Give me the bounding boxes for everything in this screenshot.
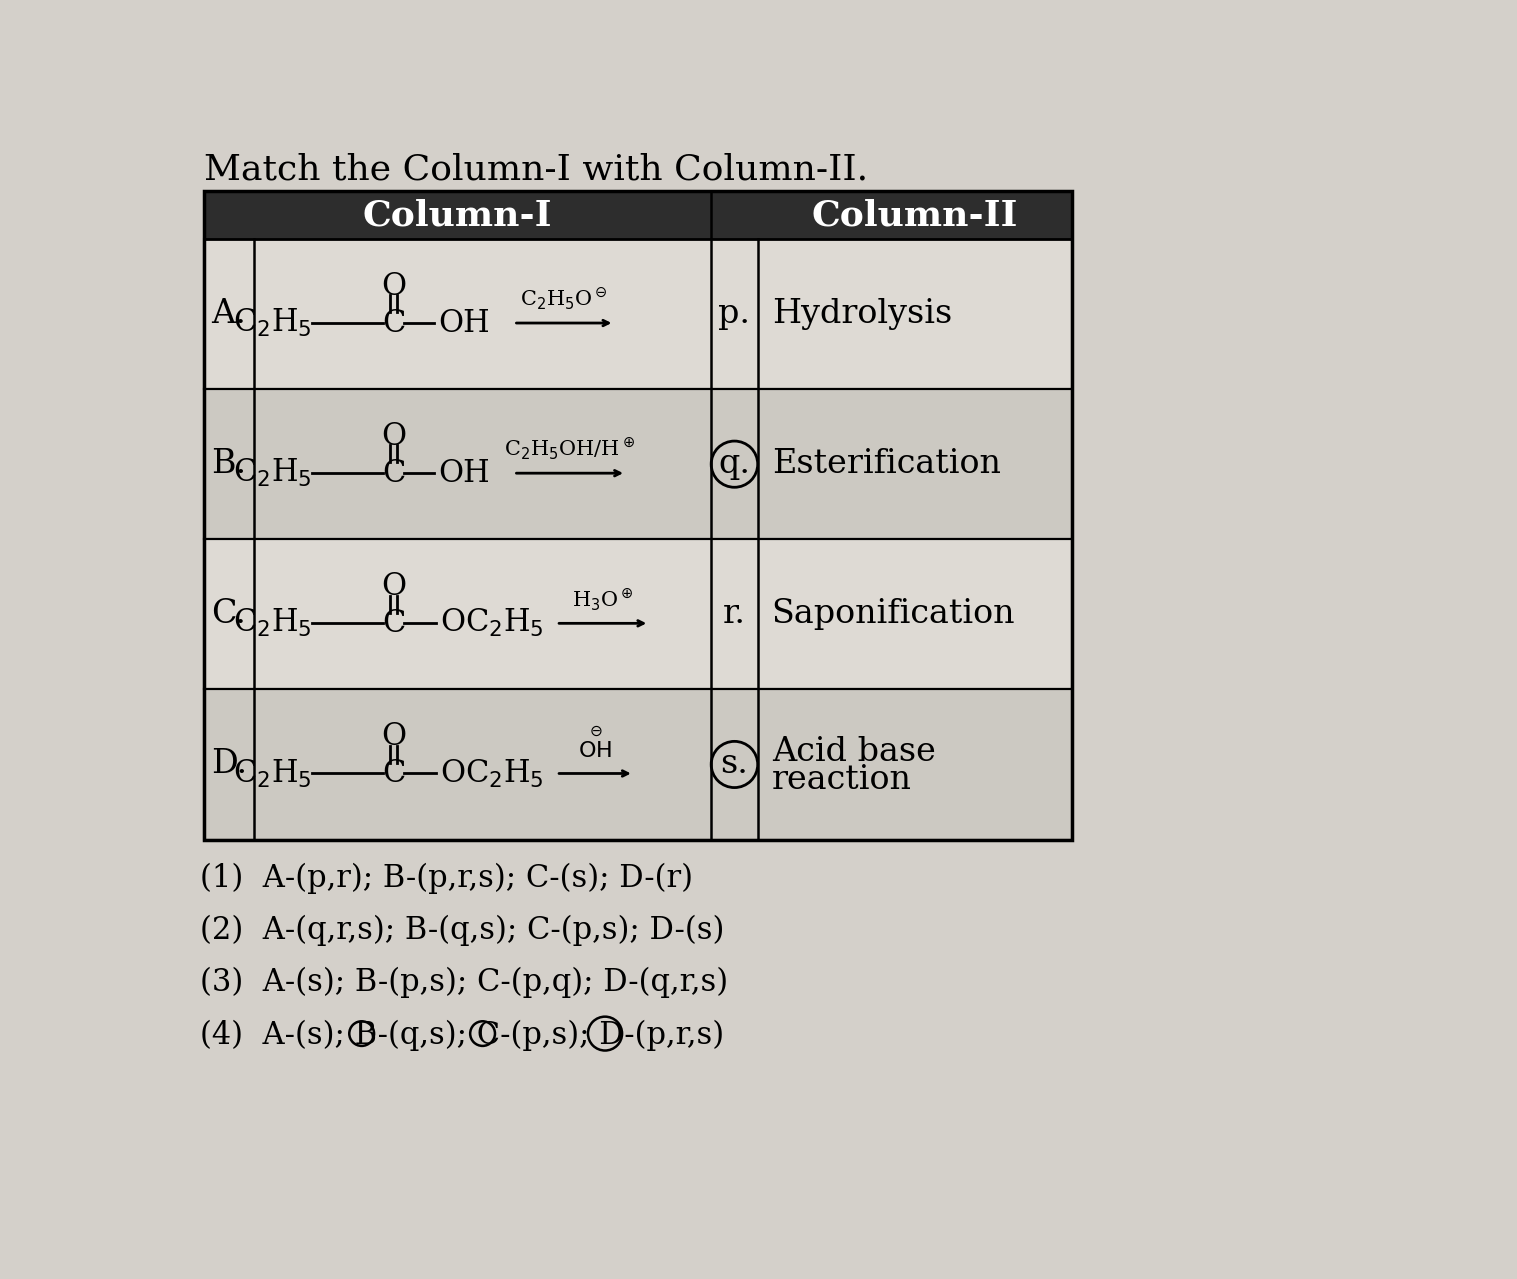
Bar [203, 191, 1071, 239]
Text: C$_2$H$_5$: C$_2$H$_5$ [234, 608, 313, 640]
Bar [203, 689, 1071, 839]
Text: O: O [381, 721, 407, 752]
Text: B.: B. [211, 448, 246, 480]
Text: r.: r. [724, 599, 746, 631]
Text: $\overset{\ominus}{\mathrm{OH}}$: $\overset{\ominus}{\mathrm{OH}}$ [578, 728, 611, 762]
Text: reaction: reaction [772, 764, 912, 796]
Text: C$_2$H$_5$: C$_2$H$_5$ [234, 307, 313, 339]
Text: D.: D. [211, 748, 247, 780]
Text: O: O [381, 271, 407, 302]
Text: OH: OH [438, 307, 490, 339]
Text: C: C [382, 608, 405, 638]
Text: H$_3$O$^\oplus$: H$_3$O$^\oplus$ [572, 586, 634, 613]
Text: C$_2$H$_5$O$^\ominus$: C$_2$H$_5$O$^\ominus$ [520, 286, 608, 312]
Text: Acid base: Acid base [772, 737, 936, 769]
Text: (4)  A-(s); B-(q,s); C-(p,s); D-(p,r,s): (4) A-(s); B-(q,s); C-(p,s); D-(p,r,s) [200, 1019, 724, 1051]
Text: C$_2$H$_5$OH/H$^\oplus$: C$_2$H$_5$OH/H$^\oplus$ [504, 436, 636, 463]
Text: C$_2$H$_5$: C$_2$H$_5$ [234, 757, 313, 789]
Text: O: O [381, 421, 407, 451]
Text: Column-II: Column-II [812, 198, 1018, 231]
Text: (1)  A-(p,r); B-(p,r,s); C-(s); D-(r): (1) A-(p,r); B-(p,r,s); C-(s); D-(r) [200, 862, 693, 894]
Text: s.: s. [721, 748, 748, 780]
Text: Saponification: Saponification [772, 599, 1015, 631]
Text: OC$_2$H$_5$: OC$_2$H$_5$ [440, 608, 543, 640]
Text: Column-I: Column-I [363, 198, 552, 231]
Text: Hydrolysis: Hydrolysis [772, 298, 951, 330]
Text: OH: OH [438, 458, 490, 489]
Bar [203, 191, 1071, 839]
Text: (2)  A-(q,r,s); B-(q,s); C-(p,s); D-(s): (2) A-(q,r,s); B-(q,s); C-(p,s); D-(s) [200, 914, 724, 946]
Text: Match the Column-I with Column-II.: Match the Column-I with Column-II. [203, 152, 868, 187]
Text: C.: C. [211, 599, 246, 631]
Text: C$_2$H$_5$: C$_2$H$_5$ [234, 457, 313, 490]
Text: C: C [382, 458, 405, 489]
Text: Esterification: Esterification [772, 448, 1001, 480]
Bar [203, 540, 1071, 689]
Text: p.: p. [719, 298, 751, 330]
Text: (3)  A-(s); B-(p,s); C-(p,q); D-(q,r,s): (3) A-(s); B-(p,s); C-(p,q); D-(q,r,s) [200, 967, 728, 999]
Text: q.: q. [719, 448, 751, 480]
Text: O: O [381, 570, 407, 602]
Bar [203, 239, 1071, 389]
Text: C: C [382, 307, 405, 339]
Text: OC$_2$H$_5$: OC$_2$H$_5$ [440, 757, 543, 789]
Bar [203, 389, 1071, 540]
Text: C: C [382, 758, 405, 789]
Text: A.: A. [211, 298, 246, 330]
